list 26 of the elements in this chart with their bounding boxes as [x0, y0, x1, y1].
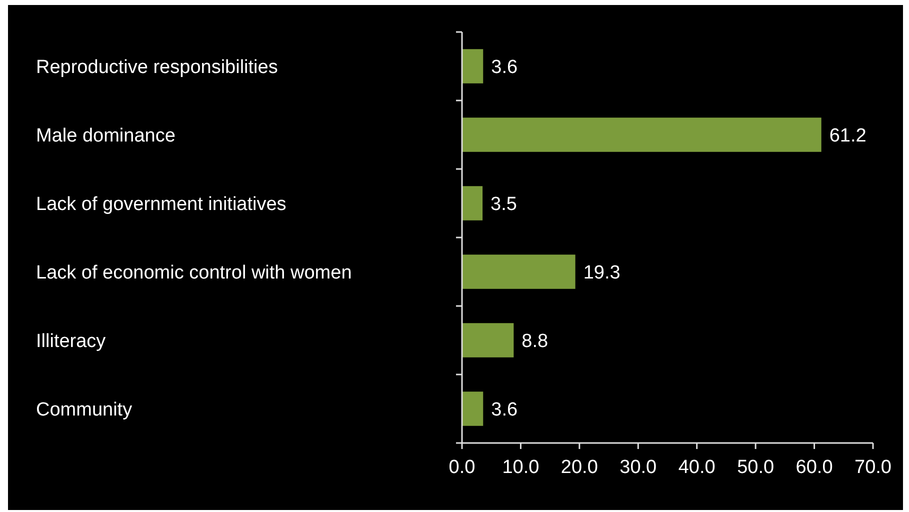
x-tick-label: 40.0 [678, 457, 716, 478]
data-label: 19.3 [583, 262, 620, 284]
data-label: 3.5 [490, 194, 517, 215]
x-tick-label: 50.0 [737, 457, 774, 478]
y-tick-label: Male dominance [36, 125, 176, 146]
data-label: 61.2 [829, 125, 866, 146]
y-tick-label: Lack of government initiatives [36, 194, 286, 215]
data-label: 3.6 [491, 399, 518, 420]
bar [462, 118, 822, 152]
x-tick-label: 20.0 [560, 457, 598, 478]
data-label: 8.8 [522, 330, 548, 352]
bar [462, 323, 514, 358]
bar [462, 49, 484, 84]
x-tick-label: 60.0 [796, 457, 833, 478]
bar [462, 186, 483, 220]
data-label: 3.6 [491, 56, 518, 78]
y-tick-label: Lack of economic control with women [36, 262, 352, 284]
y-tick-label: Community [36, 399, 133, 420]
x-tick-label: 10.0 [502, 457, 540, 478]
x-tick-label: 0.0 [448, 457, 476, 478]
y-tick-label: Illiteracy [36, 330, 106, 352]
x-tick-label: 30.0 [620, 457, 657, 478]
bar [462, 392, 484, 426]
bar [462, 254, 576, 289]
y-tick-label: Reproductive responsibilities [36, 56, 278, 78]
x-tick-label: 70.0 [854, 457, 892, 478]
